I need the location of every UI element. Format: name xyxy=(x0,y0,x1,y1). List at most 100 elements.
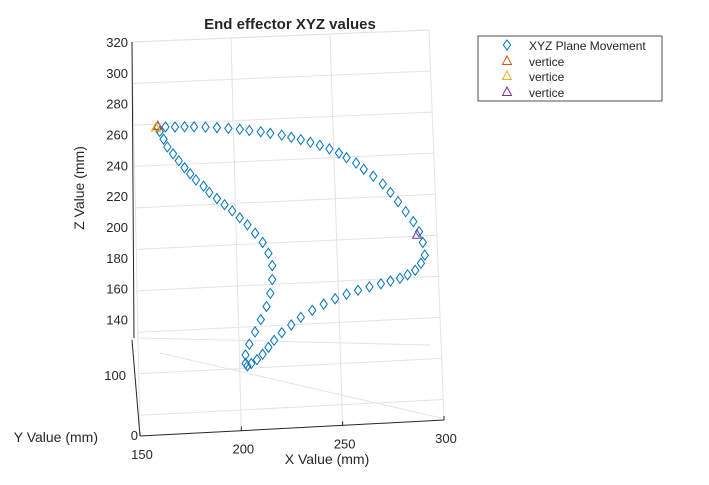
x-tick-label: 150 xyxy=(131,447,153,462)
data-point-diamond xyxy=(245,338,254,351)
data-point-diamond xyxy=(410,264,420,277)
data-point-diamond xyxy=(256,125,265,138)
data-point-diamond xyxy=(378,178,388,190)
data-point-diamond xyxy=(161,121,170,133)
data-point-diamond xyxy=(180,161,189,174)
data-point-diamond xyxy=(315,139,325,152)
data-point-diamond xyxy=(258,236,267,249)
data-point-diamond xyxy=(296,133,306,146)
data-point-diamond xyxy=(212,192,222,205)
legend-label-series-1: XYZ Plane Movement xyxy=(529,39,646,53)
y-tick-label: 0 xyxy=(131,428,138,443)
grid-line-z xyxy=(138,357,442,375)
grid-line-top xyxy=(131,29,430,43)
marks-layer xyxy=(150,119,429,372)
data-point-diamond xyxy=(250,326,260,338)
z-axis-label: Z Value (mm) xyxy=(71,146,87,230)
data-point-diamond xyxy=(252,353,262,366)
legend[interactable]: XYZ Plane Movement vertice vertice verti… xyxy=(477,35,663,102)
data-point-diamond xyxy=(174,154,184,167)
z-tick-label: 140 xyxy=(106,313,128,328)
grid-line-z xyxy=(137,275,439,292)
z-tick-label: 240 xyxy=(106,158,128,173)
data-point-diamond xyxy=(287,131,296,144)
data-point-diamond xyxy=(241,349,250,361)
data-point-diamond xyxy=(247,357,256,370)
grid-line-x xyxy=(329,33,344,426)
data-point-diamond xyxy=(170,121,180,133)
data-point-diamond xyxy=(386,186,395,199)
z-tick-label: 160 xyxy=(106,282,128,297)
legend-marks xyxy=(501,39,513,96)
data-point-diamond xyxy=(306,136,315,149)
data-point-diamond xyxy=(159,133,168,146)
data-point-vertice xyxy=(150,121,162,132)
data-point-diamond xyxy=(220,198,229,211)
data-point-diamond xyxy=(287,319,296,331)
x-tick-label: 300 xyxy=(435,431,457,446)
x-axis-line xyxy=(139,419,445,437)
data-point-diamond xyxy=(199,180,208,193)
data-point-diamond xyxy=(420,249,429,261)
data-point-diamond xyxy=(262,300,271,313)
data-point-diamond xyxy=(212,121,222,134)
y-axis-line xyxy=(131,339,141,437)
y-tick-label: 100 xyxy=(104,368,126,383)
data-point-diamond xyxy=(205,186,214,199)
data-point-diamond xyxy=(401,205,410,218)
data-point-diamond xyxy=(359,163,368,176)
grid-line-floor xyxy=(139,337,431,346)
grid-line-x xyxy=(230,37,242,431)
data-point-diamond xyxy=(325,143,334,155)
data-point-diamond xyxy=(418,236,428,249)
data-point-diamond xyxy=(277,326,286,339)
data-point-diamond xyxy=(241,357,250,370)
legend-marker-triangle xyxy=(501,85,513,96)
legend-marker-diamond xyxy=(502,39,512,51)
grid-line-z xyxy=(136,234,437,250)
data-point-diamond xyxy=(266,287,275,300)
data-point-diamond xyxy=(376,277,386,290)
z-tick-label: 180 xyxy=(106,251,128,266)
data-point-diamond xyxy=(269,334,279,347)
data-point-diamond xyxy=(163,141,172,153)
grid-line-floor xyxy=(159,352,442,419)
axes-layer xyxy=(131,41,445,437)
legend-marker-triangle xyxy=(501,69,513,80)
data-point-diamond xyxy=(180,120,189,133)
data-point-diamond xyxy=(416,257,426,270)
data-point-diamond xyxy=(334,147,344,159)
grid-line-x xyxy=(428,29,445,421)
grid-layer xyxy=(131,29,445,437)
x-tick-label: 200 xyxy=(232,442,254,457)
data-point-diamond xyxy=(296,311,306,324)
data-point-diamond xyxy=(224,122,233,135)
z-tick-label: 280 xyxy=(106,97,128,112)
data-point-diamond xyxy=(168,147,178,160)
data-point-diamond xyxy=(386,275,395,287)
data-point-diamond xyxy=(403,269,412,281)
data-point-vertice xyxy=(152,119,164,131)
data-point-diamond xyxy=(264,341,273,354)
data-point-diamond xyxy=(308,304,317,317)
data-point-diamond xyxy=(353,284,363,297)
legend-label-series-3: vertice xyxy=(529,70,565,84)
z-axis-line xyxy=(131,41,135,339)
data-point-diamond xyxy=(393,195,403,208)
grid-line-x xyxy=(131,41,141,437)
data-point-diamond xyxy=(227,205,237,217)
data-point-diamond xyxy=(201,121,210,133)
data-point-diamond xyxy=(267,259,277,272)
data-point-diamond xyxy=(266,127,275,140)
data-point-diamond xyxy=(264,247,273,260)
z-tick-label: 260 xyxy=(106,128,128,143)
data-point-diamond xyxy=(186,167,195,180)
data-point-diamond xyxy=(351,157,361,169)
data-point-diamond xyxy=(235,123,245,136)
data-point-diamond xyxy=(319,298,328,311)
data-point-diamond xyxy=(342,151,351,164)
grid-line-z xyxy=(132,70,431,84)
x-tick-label: 250 xyxy=(334,436,356,451)
data-point-diamond xyxy=(256,313,265,326)
